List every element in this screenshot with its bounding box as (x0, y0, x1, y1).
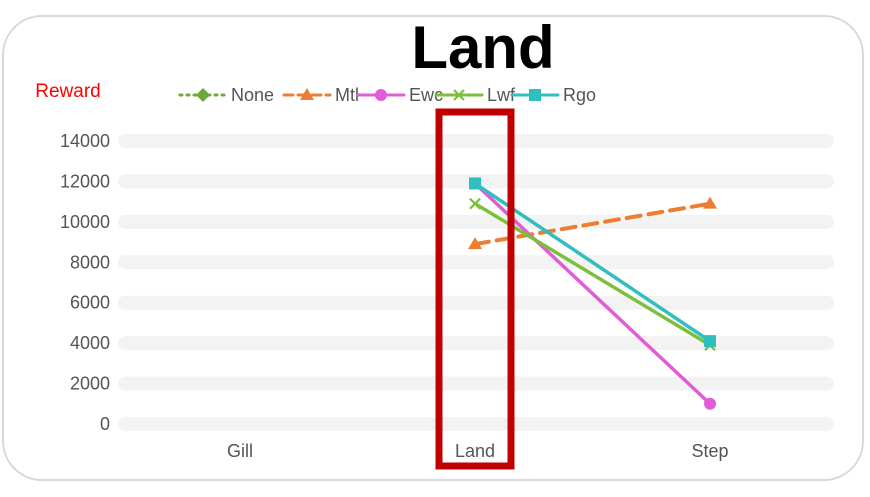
legend-label: Mtl (335, 85, 359, 105)
data-point (704, 397, 716, 410)
chart-title: Land (411, 14, 554, 81)
gridline (118, 295, 834, 310)
y-tick-label: 8000 (70, 252, 110, 272)
y-axis-ticks: 0 2000 4000 6000 8000 10000 12000 14000 (60, 131, 110, 434)
y-tick-label: 6000 (70, 293, 110, 313)
gridline (118, 255, 834, 270)
y-tick-label: 2000 (70, 374, 110, 394)
gridline (118, 336, 834, 351)
y-axis-label: Reward (35, 81, 100, 102)
series-ewc (469, 177, 716, 410)
x-tick-label: Step (691, 441, 728, 461)
legend-marker (196, 88, 210, 102)
legend-label: Lwf (487, 85, 516, 105)
x-tick-label: Gill (227, 441, 253, 461)
data-point (469, 177, 481, 190)
legend-marker (375, 89, 387, 101)
series-lines (468, 177, 717, 410)
data-point (703, 196, 717, 209)
legend-label: Ewc (409, 85, 443, 105)
gridline (118, 417, 834, 431)
legend-label: None (231, 85, 274, 105)
gridline (118, 214, 834, 229)
gridlines (118, 134, 834, 431)
y-tick-label: 4000 (70, 333, 110, 353)
y-tick-label: 10000 (60, 212, 110, 232)
data-point (704, 335, 716, 348)
y-tick-label: 0 (100, 414, 110, 434)
legend-marker (453, 89, 465, 101)
legend-marker (300, 88, 314, 100)
gridline (118, 134, 834, 148)
chart-card (2, 15, 864, 481)
x-axis-ticks: Gill Land Step (227, 441, 729, 461)
legend-item-rgo: Rgo (510, 85, 596, 105)
y-tick-label: 14000 (60, 131, 110, 151)
data-point (468, 237, 482, 250)
legend-item-mtl: Mtl (282, 85, 359, 105)
legend-item-lwf: Lwf (434, 85, 516, 105)
x-tick-label: Land (455, 441, 495, 461)
y-tick-label: 12000 (60, 171, 110, 191)
series-mtl (468, 196, 717, 250)
legend-item-none: None (178, 85, 274, 105)
legend-label: Rgo (563, 85, 596, 105)
highlight-box-layer (435, 108, 515, 470)
legend-item-ewc: Ewc (356, 85, 443, 105)
series-line (473, 201, 712, 247)
highlight-box (435, 108, 515, 470)
data-point (469, 197, 481, 210)
legend: None Mtl Ewc Lwf Rgo (178, 85, 596, 105)
gridline (118, 376, 834, 391)
legend-marker (529, 89, 541, 101)
